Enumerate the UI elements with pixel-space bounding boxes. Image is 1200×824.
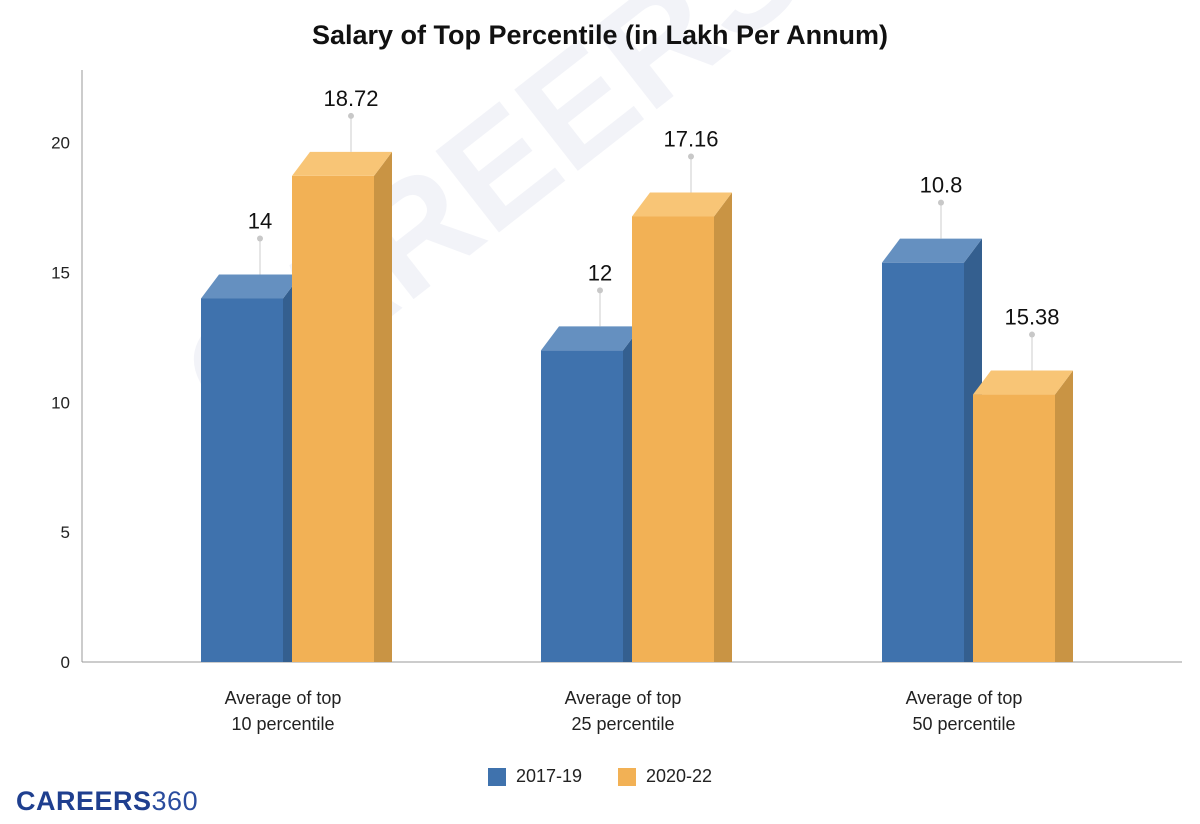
y-tick-label: 10 (51, 393, 70, 412)
bar-chart: 0 5 10 15 20 14 12 10.8 18.72 17.16 15.38 Average o… (51, 70, 1182, 734)
bar-front (541, 350, 623, 662)
x-category-label-line: 10 percentile (231, 714, 334, 734)
bar-top (292, 151, 392, 176)
data-label-dot (1029, 331, 1035, 338)
x-category-label-line: 25 percentile (571, 714, 674, 734)
x-category-label: Average of top 50 percentile (906, 688, 1023, 734)
careers360-logo: CAREERS360 (16, 786, 199, 816)
y-tick-label: 0 (61, 653, 70, 672)
bar-side (714, 192, 732, 662)
y-tick-label: 15 (51, 264, 70, 283)
data-label-dot (597, 287, 603, 294)
data-label: 14 (248, 208, 272, 233)
bar-top (201, 274, 301, 299)
x-category-label-line: 50 percentile (912, 714, 1015, 734)
data-label: 18.72 (323, 86, 378, 111)
legend-item-series-1: 2017-19 (487, 766, 582, 787)
data-label: 15.38 (1004, 305, 1059, 330)
x-category-label-line: Average of top (225, 688, 342, 708)
bar-front (973, 394, 1055, 662)
bar-top (541, 326, 641, 351)
data-label: 17.16 (663, 126, 718, 151)
data-label-dot (688, 153, 694, 160)
data-label-dot (257, 235, 263, 242)
data-label-dot (348, 112, 354, 119)
bar-front (882, 262, 964, 662)
chart-title: Salary of Top Percentile (in Lakh Per An… (311, 20, 889, 50)
bar-front (632, 216, 714, 662)
bar-front (201, 298, 283, 662)
bar-top (632, 192, 732, 217)
x-category-label-line: Average of top (565, 688, 682, 708)
legend-swatch-series-1 (487, 767, 506, 786)
data-label: 12 (588, 260, 612, 285)
x-category-label-line: Average of top (906, 688, 1023, 708)
y-tick-label: 20 (51, 134, 70, 153)
x-category-label: Average of top 25 percentile (565, 688, 682, 734)
legend-label-series-2: 2020-22 (646, 766, 713, 786)
bar-front (292, 175, 374, 663)
legend: 2017-19 2020-22 (0, 766, 1200, 787)
bar-side (374, 151, 392, 663)
y-tick-label: 5 (61, 523, 70, 542)
data-label: 10.8 (920, 173, 963, 198)
bar-top (882, 238, 982, 263)
legend-swatch-series-2 (618, 767, 636, 786)
x-category-label: Average of top 10 percentile (225, 688, 342, 734)
bar-top (973, 370, 1073, 395)
bar-side (1055, 370, 1073, 662)
legend-item-series-2: 2020-22 (618, 766, 712, 787)
legend-label-series-1: 2017-19 (515, 766, 582, 786)
data-label-dot (938, 199, 944, 206)
